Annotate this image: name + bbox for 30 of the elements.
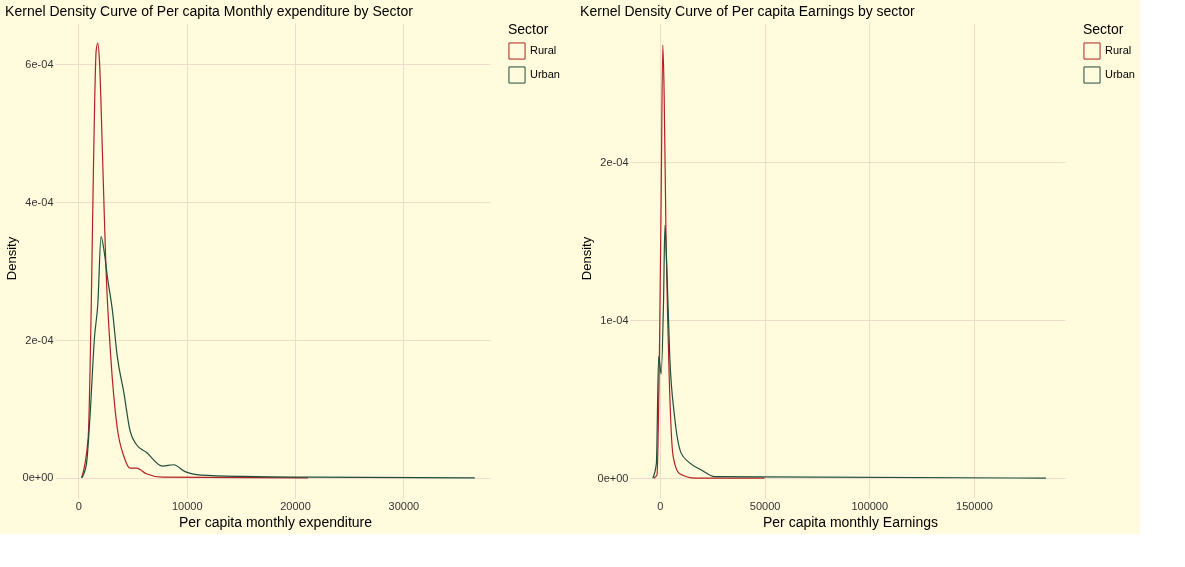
- y-tick-label: 4e-04: [25, 195, 54, 208]
- chart-title: Kernel Density Curve of Per capita Earnings by sector: [580, 3, 916, 19]
- line-series: [81, 236, 476, 479]
- x-tick-label: 0: [657, 499, 664, 512]
- chart-title: Kernel Density Curve of Per capita Monthly expenditure by Sector: [5, 3, 414, 19]
- legend-label: Rural: [530, 44, 557, 56]
- legend-title: Sector: [508, 21, 549, 37]
- line-series: [653, 44, 766, 479]
- y-tick-label: 2e-04: [600, 155, 629, 168]
- line-series: [652, 224, 1047, 479]
- y-tick-label: 6e-04: [25, 57, 54, 70]
- legend-label: Urban: [1105, 68, 1135, 80]
- y-tick-label: 0e+00: [22, 471, 54, 484]
- legend-label: Rural: [1105, 44, 1132, 56]
- y-tick-label: 2e-04: [25, 333, 54, 346]
- x-tick-label: 100000: [851, 499, 889, 512]
- y-tick-label: 1e-04: [600, 313, 629, 326]
- legend-label: Urban: [530, 68, 560, 80]
- x-tick-label: 50000: [749, 499, 781, 512]
- x-tick-label: 150000: [956, 499, 993, 512]
- x-tick-label: 0: [75, 499, 82, 512]
- x-tick-label: 30000: [388, 499, 420, 512]
- x-axis-title: Per capita monthly Earnings: [762, 513, 939, 530]
- y-axis-title: Density: [578, 236, 594, 281]
- y-tick-label: 0e+00: [597, 471, 629, 484]
- x-tick-label: 20000: [280, 499, 311, 512]
- x-tick-label: 10000: [171, 499, 203, 512]
- x-axis-title: Per capita monthly expenditure: [179, 513, 373, 530]
- y-axis-title: Density: [3, 236, 19, 281]
- legend-title: Sector: [1083, 21, 1124, 37]
